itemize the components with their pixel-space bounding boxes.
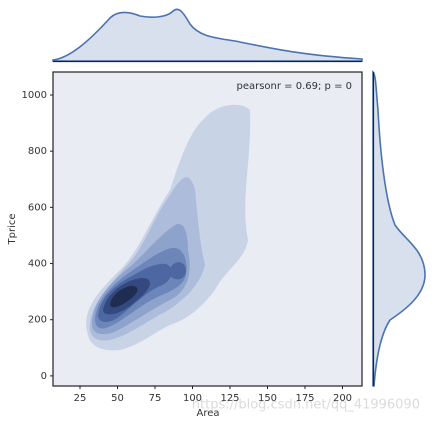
- y-marginal-density: [372, 70, 426, 387]
- contour: [110, 285, 138, 308]
- x-marginal-density: [52, 8, 363, 62]
- x-tick-label: 125: [220, 393, 239, 404]
- x-tick-label: 25: [74, 393, 87, 404]
- x-axis-label: Area: [196, 408, 219, 419]
- watermark: https://blog.csdn.net/qq_41996090: [192, 398, 420, 413]
- y-tick-label: 0: [41, 371, 47, 382]
- kde-contours: [86, 104, 251, 351]
- x-tick-label: 150: [258, 393, 277, 404]
- contour: [170, 262, 186, 280]
- x-tick-label: 50: [111, 393, 124, 404]
- x-tick-label: 175: [295, 393, 314, 404]
- x-tick-label: 75: [149, 393, 162, 404]
- x-tick-label: 100: [183, 393, 202, 404]
- annotation: pearsonr = 0.69; p = 0: [236, 81, 352, 92]
- y-tick-label: 1000: [22, 90, 47, 101]
- y-axis-label: Tprice: [7, 214, 18, 246]
- y-tick-label: 600: [28, 202, 47, 213]
- plot-frame: [52, 71, 363, 387]
- y-tick-label: 200: [28, 315, 47, 326]
- y-tick-label: 400: [28, 259, 47, 270]
- x-tick-label: 200: [333, 393, 352, 404]
- y-tick-label: 800: [28, 146, 47, 157]
